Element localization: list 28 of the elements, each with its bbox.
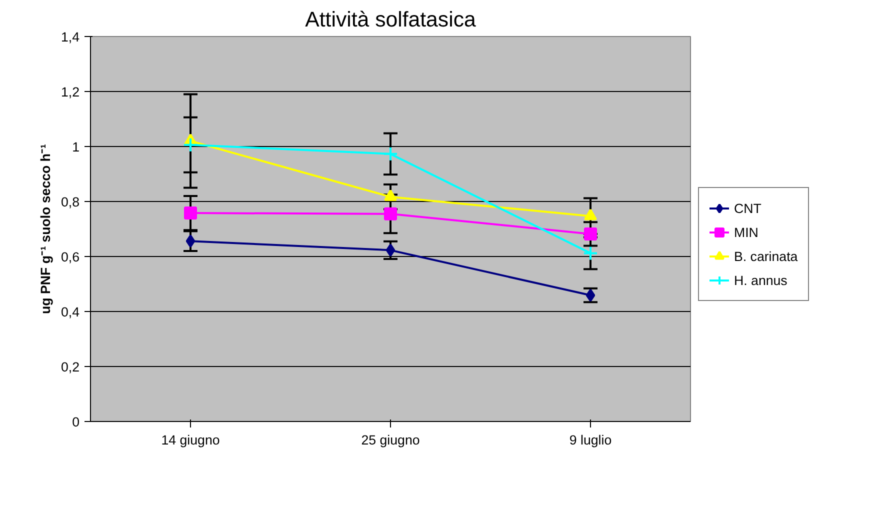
x-tick-label: 14 giugno <box>161 432 220 448</box>
legend-label: B. carinata <box>734 248 798 264</box>
x-tick-label: 25 giugno <box>361 432 420 448</box>
y-tick-label: 0,8 <box>60 194 80 210</box>
point <box>183 137 198 152</box>
point <box>584 227 597 240</box>
y-axis-title: ug PNF g⁻¹ suolo secco h⁻¹ <box>38 143 53 314</box>
y-tick-label: 1,2 <box>60 84 80 100</box>
legend-label: MIN <box>734 224 758 240</box>
x-tick-label: 9 luglio <box>569 432 612 448</box>
y-tick-label: 1 <box>72 140 80 154</box>
point <box>386 244 396 257</box>
point <box>583 246 598 261</box>
y-tick-label: 0 <box>72 414 80 430</box>
chart-title: Attività solfatasica <box>305 8 476 32</box>
point <box>383 146 398 162</box>
point <box>186 234 196 248</box>
point <box>384 189 397 201</box>
point <box>184 206 197 220</box>
point <box>586 288 596 302</box>
point <box>384 207 397 220</box>
y-tick-label: 0,4 <box>60 304 80 320</box>
y-tick-label: 0,2 <box>60 360 80 374</box>
point <box>584 208 597 220</box>
legend-label: H. annus <box>734 272 788 288</box>
y-tick-label: 1,4 <box>60 30 80 44</box>
legend-label: CNT <box>734 200 762 216</box>
y-tick-label: 0,6 <box>60 250 80 264</box>
